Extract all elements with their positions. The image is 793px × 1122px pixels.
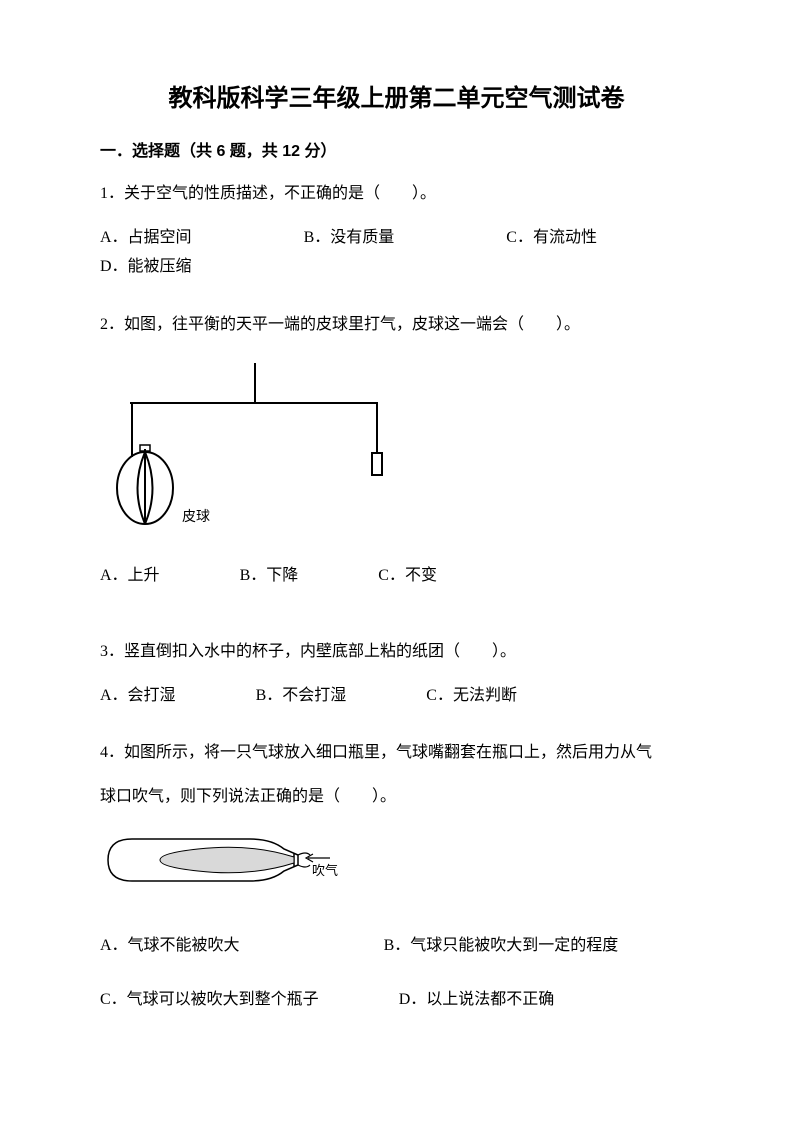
spacer xyxy=(298,567,378,584)
q1-option-a: A．占据空间 xyxy=(100,229,192,246)
spacer xyxy=(394,229,506,246)
spacer xyxy=(597,229,709,246)
question-3: 3．竖直倒扣入水中的杯子，内壁底部上粘的纸团（ ）。 A．会打湿 B．不会打湿 … xyxy=(100,637,693,710)
spacer xyxy=(319,991,399,1008)
q3-option-c: C．无法判断 xyxy=(426,687,517,704)
question-1-options: A．占据空间 B．没有质量 C．有流动性 D．能被压缩 xyxy=(100,223,693,282)
q2-option-a: A．上升 xyxy=(100,567,160,584)
q3-option-a: A．会打湿 xyxy=(100,687,176,704)
question-2: 2．如图，往平衡的天平一端的皮球里打气，皮球这一端会（ ）。 xyxy=(100,310,693,591)
spacer xyxy=(346,687,426,704)
figure-bottle: 吹气 xyxy=(100,825,693,895)
q1-option-b: B．没有质量 xyxy=(304,229,395,246)
blow-label: 吹气 xyxy=(312,863,338,878)
question-2-text: 2．如图，往平衡的天平一端的皮球里打气，皮球这一端会（ ）。 xyxy=(100,310,693,340)
q1-option-d: D．能被压缩 xyxy=(100,258,192,275)
q4-option-b: B．气球只能被吹大到一定的程度 xyxy=(384,937,619,954)
bottle-svg: 吹气 xyxy=(100,825,360,895)
q3-option-b: B．不会打湿 xyxy=(256,687,347,704)
question-4-text-line1: 4．如图所示，将一只气球放入细口瓶里，气球嘴翻套在瓶口上，然后用力从气 xyxy=(100,738,693,768)
question-1: 1．关于空气的性质描述，不正确的是（ ）。 A．占据空间 B．没有质量 C．有流… xyxy=(100,179,693,282)
balance-svg: 皮球 xyxy=(100,353,400,543)
question-4-options-row1: A．气球不能被吹大 B．气球只能被吹大到一定的程度 xyxy=(100,931,693,961)
balloon-label: 皮球 xyxy=(182,509,210,525)
question-4-options-row2: C．气球可以被吹大到整个瓶子 D．以上说法都不正确 xyxy=(100,985,693,1015)
section-header: 一．选择题（共 6 题，共 12 分） xyxy=(100,137,693,161)
figure-balance: 皮球 xyxy=(100,353,693,543)
question-3-options: A．会打湿 B．不会打湿 C．无法判断 xyxy=(100,681,693,711)
question-4-text-line2: 球口吹气，则下列说法正确的是（ ）。 xyxy=(100,782,693,812)
page: 教科版科学三年级上册第二单元空气测试卷 一．选择题（共 6 题，共 12 分） … xyxy=(0,0,793,1015)
q4-option-a: A．气球不能被吹大 xyxy=(100,937,240,954)
question-2-options: A．上升 B．下降 C．不变 xyxy=(100,561,693,591)
question-1-text: 1．关于空气的性质描述，不正确的是（ ）。 xyxy=(100,179,693,209)
page-title: 教科版科学三年级上册第二单元空气测试卷 xyxy=(100,78,693,113)
q1-option-c: C．有流动性 xyxy=(506,229,597,246)
q2-option-b: B．下降 xyxy=(240,567,299,584)
q4-option-d: D．以上说法都不正确 xyxy=(399,991,555,1008)
spacer xyxy=(240,937,384,954)
q4-option-c: C．气球可以被吹大到整个瓶子 xyxy=(100,991,319,1008)
spacer xyxy=(176,687,256,704)
q2-option-c: C．不变 xyxy=(378,567,437,584)
question-3-text: 3．竖直倒扣入水中的杯子，内壁底部上粘的纸团（ ）。 xyxy=(100,637,693,667)
spacer xyxy=(192,229,304,246)
spacer xyxy=(160,567,240,584)
question-4: 4．如图所示，将一只气球放入细口瓶里，气球嘴翻套在瓶口上，然后用力从气 球口吹气… xyxy=(100,738,693,1014)
